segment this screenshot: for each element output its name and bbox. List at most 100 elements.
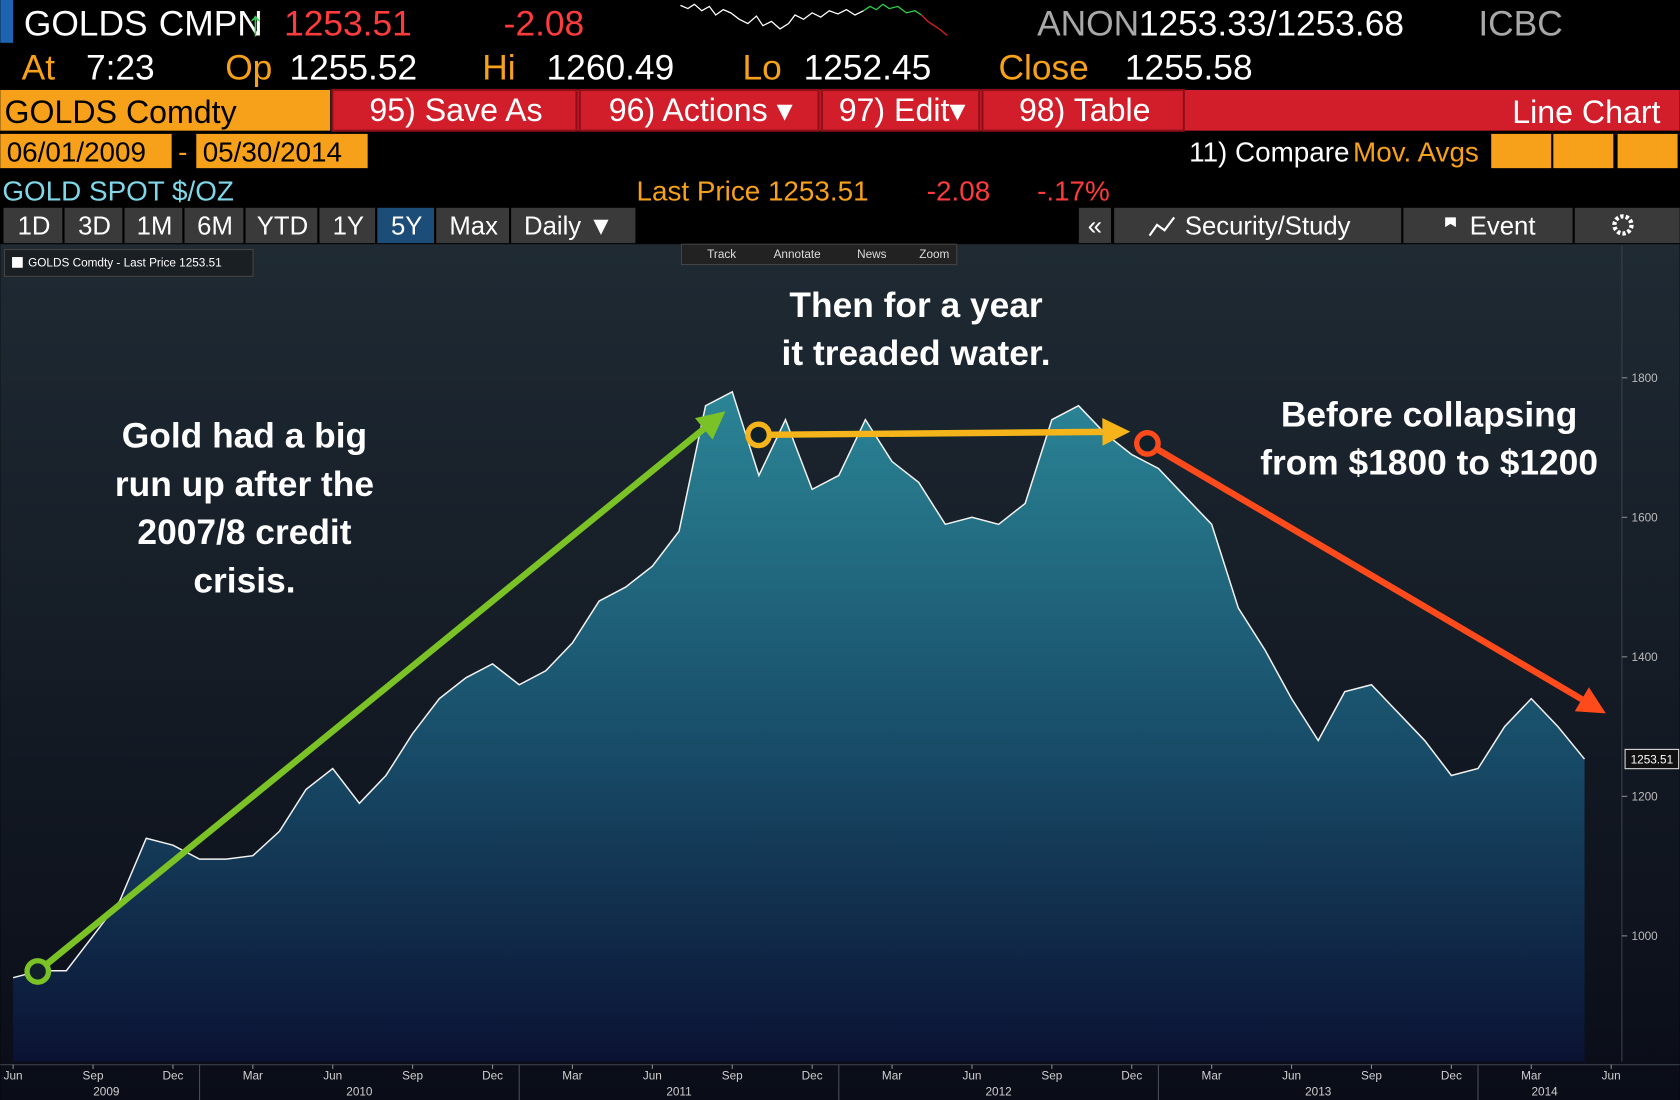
period-label[interactable]: YTD: [257, 213, 308, 241]
high: 1260.49: [547, 48, 675, 87]
rise-arrow-head: [695, 411, 726, 440]
period-button[interactable]: [245, 207, 318, 244]
net-change: -2.08: [504, 4, 585, 43]
chart-tool[interactable]: Zoom: [919, 248, 949, 261]
end-date-box[interactable]: [196, 133, 368, 169]
menu-button-label[interactable]: 95) Save As: [369, 92, 542, 128]
period-label[interactable]: Max: [449, 213, 498, 241]
x-tick-label: Mar: [243, 1070, 263, 1083]
legend-swatch: [12, 257, 23, 268]
start-date-box[interactable]: [0, 133, 172, 169]
close: 1255.58: [1125, 48, 1253, 87]
y-tick-label: 1400: [1632, 651, 1659, 664]
collapse-button[interactable]: [1078, 207, 1111, 244]
x-tick-label: Sep: [1361, 1070, 1382, 1083]
moving-averages[interactable]: Mov. Avgs: [1353, 137, 1479, 168]
x-tick-label: Mar: [1202, 1070, 1222, 1083]
legend-box: [4, 249, 254, 277]
date-separator: -: [178, 137, 187, 168]
study-button[interactable]: [1114, 207, 1402, 244]
last-price-tag: [1624, 748, 1680, 770]
year-label: 2012: [985, 1086, 1011, 1099]
annotation-text: Before collapsing: [1281, 395, 1577, 434]
menu-button[interactable]: [578, 88, 820, 132]
menu-button-label[interactable]: 98) Table: [1019, 92, 1151, 128]
high-label: Hi: [482, 48, 515, 87]
low: 1252.45: [804, 48, 932, 87]
event-icon: [1445, 217, 1456, 228]
menu-button[interactable]: [331, 88, 578, 132]
time: 7:23: [86, 48, 155, 87]
annotation-text: Gold had a big: [122, 417, 367, 456]
menu-button[interactable]: [981, 88, 1185, 132]
time-label: At: [22, 48, 56, 87]
annotation-text: Then for a year: [789, 286, 1043, 325]
period-label[interactable]: 3D: [78, 213, 111, 241]
annotation-text: 2007/8 credit: [137, 513, 351, 552]
dealer: ANON: [1037, 4, 1139, 43]
period-label[interactable]: 6M: [197, 213, 233, 241]
ticker-marker: [0, 0, 14, 43]
end-date[interactable]: 05/30/2014: [203, 137, 342, 168]
event-button[interactable]: [1403, 207, 1573, 244]
open: 1255.52: [289, 48, 417, 87]
rise-arrow-start: [24, 958, 52, 985]
settings-icon: [1612, 214, 1634, 236]
area-fill: [13, 391, 1585, 1062]
period-label[interactable]: 1Y: [333, 213, 364, 241]
price-line: [12, 390, 1586, 979]
x-tick-label: Jun: [1282, 1070, 1301, 1083]
view-name: Line Chart: [1512, 94, 1660, 130]
last-price: 1253.51: [284, 4, 412, 43]
event-label[interactable]: Event: [1470, 213, 1536, 241]
x-tick-label: Mar: [882, 1070, 902, 1083]
period-button[interactable]: [3, 207, 63, 244]
study-label[interactable]: Security/Study: [1185, 213, 1351, 241]
period-button[interactable]: [436, 207, 510, 244]
study-icon: [1148, 216, 1176, 237]
menu-button[interactable]: [820, 88, 981, 132]
period-button[interactable]: [377, 207, 435, 244]
period-button[interactable]: [184, 207, 244, 244]
year-label: 2009: [93, 1086, 119, 1099]
x-tick-label: Sep: [722, 1070, 743, 1083]
frequency-button[interactable]: [511, 207, 636, 244]
flat-arrow: [758, 428, 1103, 439]
period-label[interactable]: 1D: [18, 213, 51, 241]
ticker: GOLDS: [24, 4, 148, 43]
frequency-label[interactable]: Daily ▼: [524, 213, 614, 241]
start-date[interactable]: 06/01/2009: [7, 137, 146, 168]
x-tick-label: Dec: [802, 1070, 823, 1083]
chart-tool[interactable]: News: [857, 248, 887, 261]
period-button[interactable]: [64, 207, 123, 244]
y-tick-label: 1600: [1632, 512, 1659, 525]
x-tick-label: Sep: [83, 1070, 104, 1083]
option-box[interactable]: [1491, 133, 1552, 169]
menu-button-label[interactable]: 96) Actions ▾: [609, 92, 793, 128]
collapse-label[interactable]: «: [1088, 213, 1102, 241]
x-tick-label: Jun: [962, 1070, 981, 1083]
x-tick-label: Jun: [323, 1070, 342, 1083]
period-button[interactable]: [319, 207, 376, 244]
period-button[interactable]: [124, 207, 183, 244]
settings-button[interactable]: [1574, 207, 1680, 244]
chart-tool[interactable]: Track: [707, 248, 736, 261]
period-label[interactable]: 1M: [137, 213, 173, 241]
option-box[interactable]: [1617, 133, 1678, 169]
bank: ICBC: [1478, 4, 1562, 43]
x-tick-label: Sep: [402, 1070, 423, 1083]
period-label[interactable]: 5Y: [391, 213, 422, 241]
security-name: GOLD SPOT $/OZ: [2, 175, 233, 206]
chart-tool[interactable]: Annotate: [774, 248, 822, 261]
x-tick-label: Dec: [1441, 1070, 1462, 1083]
bid-ask: 1253.33/1253.68: [1139, 4, 1404, 43]
year-label: 2013: [1305, 1086, 1332, 1099]
compare[interactable]: 11) Compare: [1189, 137, 1349, 168]
quote-percent: -.17%: [1037, 175, 1110, 206]
menu-button-label[interactable]: 97) Edit▾: [839, 92, 966, 128]
option-box[interactable]: [1553, 133, 1614, 169]
year-label: 2011: [666, 1086, 691, 1099]
sparkline-down: [920, 14, 948, 36]
last-price-tag-label: 1253.51: [1631, 753, 1674, 766]
